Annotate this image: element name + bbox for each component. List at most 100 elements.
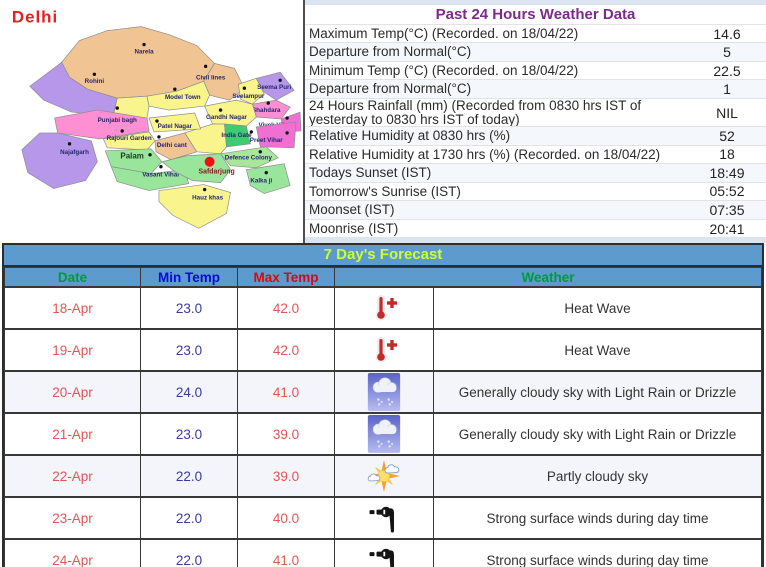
svg-text:Hauz khas: Hauz khas (192, 194, 223, 201)
forecast-table: 7 Day's Forecast Date Min Temp Max Temp … (2, 243, 764, 567)
svg-text:Rohini: Rohini (85, 78, 105, 85)
row-value: 22.5 (713, 62, 741, 79)
district-najafgarh: Najafgarh (21, 132, 98, 189)
forecast-weather: Generally cloudy sky with Light Rain or … (433, 370, 762, 414)
row-value: 5 (723, 44, 731, 61)
svg-text:Gandhi Nagar: Gandhi Nagar (206, 114, 248, 121)
heat-wave-icon (334, 286, 434, 330)
district-vasant-vihar: Vasant Vihar (110, 165, 190, 191)
forecast-min: 22.0 (140, 538, 238, 567)
row-label: Relative Humidity at 1730 hrs (%) (Recor… (309, 146, 661, 162)
forecast-date: 23-Apr (4, 496, 141, 540)
svg-text:Vasant Vihar: Vasant Vihar (142, 172, 180, 179)
row-value: 20:41 (709, 220, 745, 237)
row-label: Relative Humidity at 0830 hrs (%) (309, 128, 511, 144)
row-label: Todays Sunset (IST) (309, 165, 432, 181)
forecast-min: 24.0 (140, 370, 238, 414)
heat-wave-icon (334, 328, 434, 372)
header-date: Date (4, 267, 141, 288)
delhi-districts-map: Delhi Narela Rohini Civil lines (12, 8, 302, 229)
district-gandhi-nagar: Gandhi Nagar (204, 99, 257, 127)
forecast-date: 21-Apr (4, 412, 141, 456)
table-row: Tomorrow's Sunrise (IST) 05:52 (305, 181, 766, 201)
forecast-row: 22-Apr 22.0 39.0 Partly cloudy sky (4, 454, 762, 498)
top-section: Delhi Narela Rohini Civil lines (0, 0, 766, 244)
windsock-icon (334, 496, 434, 540)
svg-text:Rajouri Garden: Rajouri Garden (107, 135, 152, 142)
forecast-date: 19-Apr (4, 328, 141, 372)
table-row: Minimum Temp (°C) (Recorded. on 18/04/22… (305, 60, 766, 80)
row-label: Tomorrow's Sunrise (IST) (309, 183, 461, 199)
row-value: 05:52 (709, 183, 745, 200)
forecast-date: 18-Apr (4, 286, 141, 330)
forecast-min: 23.0 (140, 412, 238, 456)
table-row: Maximum Temp(°C) (Recorded. on 18/04/22)… (305, 23, 766, 43)
table-row: Relative Humidity at 1730 hrs (%) (Recor… (305, 144, 766, 164)
forecast-max: 41.0 (237, 370, 335, 414)
forecast-row: 18-Apr 23.0 42.0 Heat Wave (4, 286, 762, 330)
forecast-row: 21-Apr 23.0 39.0 Generally cloudy sky wi… (4, 412, 762, 456)
table-row: Moonrise (IST) 20:41 (305, 218, 766, 238)
svg-text:Patel Nagar: Patel Nagar (158, 123, 193, 130)
row-value: 1 (723, 81, 731, 98)
forecast-max: 41.0 (237, 538, 335, 567)
row-value: NIL (716, 104, 738, 121)
svg-text:Civil lines: Civil lines (196, 74, 226, 81)
map-title: Delhi (12, 8, 58, 27)
station-marker (204, 156, 215, 167)
forecast-max: 39.0 (237, 412, 335, 456)
row-value: 52 (719, 127, 735, 144)
forecast-row: 24-Apr 22.0 41.0 Strong surface winds du… (4, 538, 762, 567)
past-24-hours-panel: Past 24 Hours Weather Data Maximum Temp(… (305, 0, 766, 244)
forecast-min: 23.0 (140, 328, 238, 372)
forecast-date: 22-Apr (4, 454, 141, 498)
svg-text:Shahdara: Shahdara (252, 107, 281, 114)
row-value: 07:35 (709, 202, 745, 219)
forecast-weather: Strong surface winds during day time (433, 496, 762, 540)
forecast-title: 7 Day's Forecast (4, 245, 762, 267)
forecast-header-row: Date Min Temp Max Temp Weather (4, 267, 762, 288)
district-safdarjung: Safdarjung (161, 153, 235, 183)
cloud-rain-icon (334, 370, 434, 414)
district-hauz-khas: Hauz khas (158, 184, 231, 229)
district-seema-puri: Seema Puri (255, 71, 295, 101)
svg-text:India Gate: India Gate (221, 132, 252, 139)
svg-text:Delhi cant: Delhi cant (157, 142, 187, 149)
past24-title: Past 24 Hours Weather Data (435, 5, 636, 23)
forecast-weather: Strong surface winds during day time (433, 538, 762, 567)
forecast-weather: Heat Wave (433, 286, 762, 330)
district-rajouri-garden: Rajouri Garden (102, 129, 156, 151)
forecast-max: 40.0 (237, 496, 335, 540)
row-label: Departure from Normal(°C) (309, 81, 472, 97)
district-defence-colony: Defence Colony (219, 146, 279, 169)
row-value: 14.6 (713, 25, 741, 42)
svg-text:Narela: Narela (134, 48, 154, 55)
district-palam: Palam (104, 148, 163, 175)
header-weather: Weather (334, 267, 762, 288)
svg-text:Safdarjung: Safdarjung (198, 169, 234, 176)
row-value: 18 (719, 146, 735, 163)
sun-clouds-icon (334, 454, 434, 498)
svg-text:Kalka ji: Kalka ji (250, 178, 272, 185)
table-row: Departure from Normal(°C) 5 (305, 42, 766, 61)
row-label: Departure from Normal(°C) (309, 44, 472, 60)
district-delhi-cant: Delhi cant (154, 132, 198, 161)
row-value: 18:49 (709, 164, 745, 181)
forecast-min: 22.0 (140, 454, 238, 498)
row-label: Maximum Temp(°C) (Recorded. on 18/04/22) (309, 25, 579, 41)
top-strip (305, 0, 766, 5)
forecast-min: 22.0 (140, 496, 238, 540)
forecast-min: 23.0 (140, 286, 238, 330)
svg-text:Najafgarh: Najafgarh (60, 149, 89, 156)
forecast-row: 23-Apr 22.0 40.0 Strong surface winds du… (4, 496, 762, 540)
district-patel-nagar: Patel Nagar (148, 112, 202, 133)
svg-text:Seema Puri: Seema Puri (257, 84, 291, 91)
svg-text:Seelampur: Seelampur (232, 93, 265, 100)
row-label: Moonset (IST) (309, 202, 395, 218)
district-preet-vihar: Preet Vihar (250, 121, 297, 149)
bottom-strip (305, 237, 766, 244)
forecast-max: 42.0 (237, 328, 335, 372)
vertical-divider (303, 0, 305, 243)
table-row: Moonset (IST) 07:35 (305, 200, 766, 219)
windsock-icon (334, 538, 434, 567)
